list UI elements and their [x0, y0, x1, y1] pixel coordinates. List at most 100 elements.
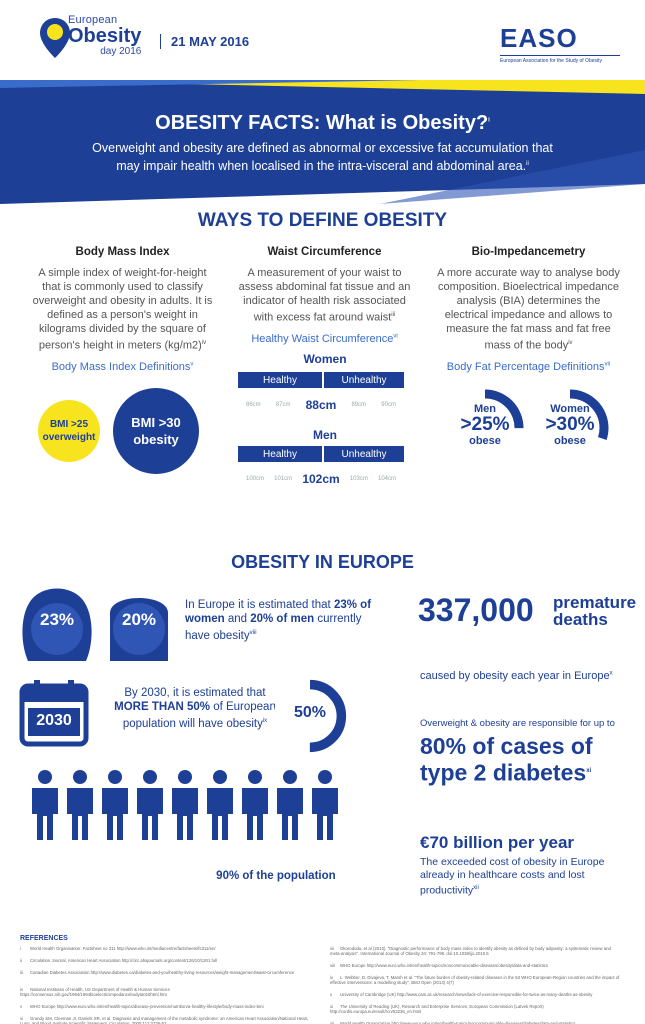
person-icon — [347, 770, 373, 840]
calendar-year: 2030 — [36, 712, 72, 729]
bmi-sub: Body Mass Index Definitionsv — [51, 360, 194, 373]
heartbeat-line-icon — [418, 636, 638, 664]
people-text: In some European countries the number of… — [27, 853, 393, 882]
bmi30-value: BMI >30 — [131, 415, 181, 430]
header: European Obesity day 2016 21 MAY 2016 EA… — [0, 0, 645, 80]
person-icon — [172, 770, 198, 840]
waist-text: A measurement of your waist to assess ab… — [238, 267, 411, 324]
men-fat-text: Men >25% obese — [445, 403, 525, 447]
europe-title: OBESITY IN EUROPE — [231, 552, 414, 572]
person-icon — [137, 770, 163, 840]
forecast-ring — [273, 679, 347, 753]
men-scale-3: 103cm — [349, 476, 368, 482]
women-scale: 86cm 87cm 88cm 89cm 90cm — [246, 398, 396, 412]
logo-line-3: day 2016 — [100, 46, 142, 57]
people-row — [32, 770, 373, 840]
men-fat-ring — [446, 389, 524, 467]
women-scale-4: 90cm — [381, 402, 396, 408]
banner-text: Overweight and obesity are defined as ab… — [92, 141, 553, 174]
logo-line-1: European — [68, 14, 118, 26]
waist-column: Waist Circumference A measurement of you… — [232, 246, 417, 345]
person-icon — [277, 770, 303, 840]
reference-item: vi Grundy SM, Cleeman JI, Daniels SR, et … — [20, 1016, 309, 1024]
diabetes-value: 80% of cases of type 2 diabetesxi — [420, 733, 593, 786]
calendar-icon — [19, 680, 89, 747]
location-pin-icon — [40, 18, 70, 58]
deaths-caption: caused by obesity each year in Europex — [420, 670, 613, 682]
women-label: Women — [303, 352, 347, 366]
person-icon — [242, 770, 268, 840]
euro-icon — [514, 815, 563, 885]
prevalence-text: In Europe it is estimated that 23% of wo… — [185, 599, 372, 642]
women-fat-value: >30% — [545, 414, 595, 435]
reference-item: v WHO Europe http://www.euro.who.int/en/h… — [20, 1004, 264, 1009]
reference-item: vii Okorodudu, et al (2010). "Diagnostic … — [330, 946, 611, 957]
men-scale-0: 100cm — [246, 476, 265, 482]
easo-wordmark: EASO — [500, 23, 578, 53]
men-unhealthy-bar: Unhealthy — [324, 446, 404, 462]
banner-background — [0, 80, 645, 204]
women-healthy-bar: Healthy — [238, 372, 322, 388]
women-scale-2: 88cm — [305, 398, 337, 412]
easo-logo: EASO European Association for the Study … — [500, 24, 620, 64]
waist-sub: Healthy Waist Circumferencevi — [251, 332, 398, 345]
logo-line-2: Obesity — [68, 25, 142, 47]
reference-item: xi The University of Reading (UK), Resear… — [330, 1004, 544, 1015]
person-icon — [67, 770, 93, 840]
reference-item: ii Circulation Journal, American Heart As… — [20, 958, 218, 963]
person-icon — [207, 770, 233, 840]
man-face-icon — [110, 598, 168, 661]
bia-text: A more accurate way to analyse body comp… — [437, 267, 620, 352]
deaths-label: premature deaths — [553, 593, 637, 629]
forecast-text: By 2030, it is estimated that MORE THAN … — [114, 687, 276, 730]
men-fat-value: >25% — [460, 414, 510, 435]
person-icon — [312, 770, 338, 840]
banner-title: OBESITY FACTS: What is Obesity?i — [155, 112, 490, 134]
women-scale-1: 87cm — [275, 402, 291, 408]
men-scale: 100cm 101cm 102cm 103cm 104cm — [246, 472, 396, 486]
woman-face-icon — [22, 588, 92, 661]
women-fat-text: Women >30% obese — [530, 403, 610, 447]
women-scale-3: 89cm — [351, 402, 367, 408]
waist-heading: Waist Circumference — [267, 246, 382, 258]
ways-title: WAYS TO DEFINE OBESITY — [197, 210, 448, 231]
women-pct: 23% — [39, 610, 75, 629]
cost-value: €70 billion per year — [420, 833, 575, 852]
women-scale-0: 86cm — [246, 402, 261, 408]
women-unhealthy-bar: Unhealthy — [324, 372, 404, 388]
reference-item: viii WHO Europe http://www.euro.who.int/e… — [330, 963, 549, 968]
bmi30-label: obesity — [133, 432, 179, 447]
bia-heading: Bio-Impedancemetry — [471, 246, 586, 258]
reference-item: iii Canadian Diabetes Association http://… — [20, 970, 295, 975]
women-fat-ring — [531, 389, 609, 467]
men-label: Men — [313, 428, 337, 442]
men-fat-caption: obese — [469, 435, 501, 447]
bmi25-label: overweight — [42, 432, 96, 443]
bia-column: Bio-Impedancemetry A more accurate way t… — [436, 246, 621, 373]
bia-sub: Body Fat Percentage Definitionsvii — [446, 360, 611, 373]
easo-tagline: European Association for the Study of Ob… — [500, 55, 620, 64]
reference-item: iv National Institutes of Health, US Depa… — [20, 987, 170, 998]
diabetes-intro: Overweight & obesity are responsible for… — [420, 718, 615, 729]
references-title: REFERENCES — [20, 935, 68, 942]
bmi-column: Body Mass Index A simple index of weight… — [30, 246, 215, 373]
reference-item: ix L. Webber, D. Divajeva, T. Marsh et al… — [330, 975, 620, 986]
women-fat-caption: obese — [554, 435, 586, 447]
reference-item: x University of Cambridge (UK) http://www… — [330, 992, 593, 997]
bmi-heading: Body Mass Index — [75, 246, 170, 258]
bmi25-value: BMI >25 — [49, 419, 89, 430]
event-logo: European Obesity day 2016 — [68, 14, 141, 57]
person-icon — [102, 770, 128, 840]
cost-text: The exceeded cost of obesity in Europe a… — [420, 856, 605, 897]
reference-item: xii World Health Organization http://www.… — [330, 1021, 576, 1024]
bmi-overweight-circle: BMI >25 overweight — [38, 400, 100, 462]
bmi-obesity-circle: BMI >30 obesity — [113, 388, 199, 474]
reference-item: i World Health Organisation: Factsheet no… — [20, 946, 216, 951]
men-scale-4: 104cm — [377, 476, 396, 482]
diabetes-icon — [503, 706, 553, 782]
forecast-pct: 50% — [293, 704, 327, 721]
men-fat-label: Men — [474, 403, 496, 415]
event-date: 21 MAY 2016 — [160, 34, 249, 49]
bmi-text: A simple index of weight-for-height that… — [32, 267, 213, 352]
women-fat-label: Women — [550, 403, 590, 415]
